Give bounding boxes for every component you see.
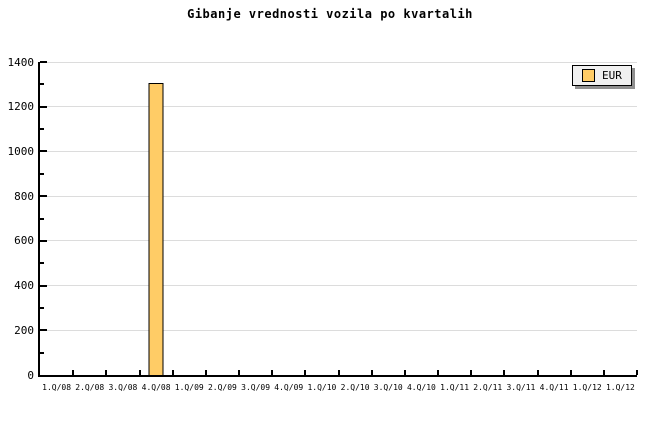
x-tick-17 bbox=[602, 370, 605, 375]
y-tick-700 bbox=[40, 217, 44, 220]
x-axis-label-10: 3.Q/10 bbox=[373, 383, 403, 392]
x-tick-15 bbox=[536, 370, 539, 375]
x-axis-label-4: 1.Q/09 bbox=[174, 383, 204, 392]
y-axis-label-400: 400 bbox=[14, 279, 34, 293]
y-tick-200 bbox=[40, 329, 47, 332]
y-axis-label-1400: 1400 bbox=[7, 55, 35, 69]
x-tick-5 bbox=[204, 370, 207, 375]
bar-eur-4.Q/08 bbox=[148, 83, 164, 375]
y-tick-400 bbox=[40, 284, 47, 287]
chart-title: Gibanje vrednosti vozila po kvartalih bbox=[187, 7, 473, 21]
legend-box: EUR bbox=[572, 65, 632, 86]
legend-label-eur: EUR bbox=[602, 69, 622, 82]
x-tick-12 bbox=[437, 370, 439, 375]
x-tick-10 bbox=[370, 370, 373, 375]
gridline-y-200 bbox=[40, 329, 637, 331]
x-axis-label-17: 1.Q/12 bbox=[605, 383, 635, 392]
x-tick-14 bbox=[503, 370, 506, 375]
x-tick-9 bbox=[337, 370, 340, 375]
gridline-y-1000 bbox=[40, 150, 637, 152]
y-tick-100 bbox=[40, 351, 44, 354]
y-axis-label-1000: 1000 bbox=[7, 144, 35, 158]
x-axis-label-8: 1.Q/10 bbox=[307, 383, 337, 392]
gridline-y-600 bbox=[40, 240, 637, 242]
x-tick-7 bbox=[271, 370, 274, 375]
x-axis-label-16: 1.Q/12 bbox=[572, 383, 602, 392]
x-axis-label-14: 3.Q/11 bbox=[506, 383, 536, 392]
x-tick-3 bbox=[138, 370, 141, 375]
y-axis-label-0: 0 bbox=[27, 368, 34, 382]
x-axis-label-7: 4.Q/09 bbox=[274, 383, 304, 392]
y-tick-1100 bbox=[40, 128, 44, 131]
y-tick-1400 bbox=[40, 61, 47, 63]
y-axis-label-1200: 1200 bbox=[7, 100, 35, 114]
x-tick-16 bbox=[569, 370, 572, 375]
x-tick-1 bbox=[72, 370, 75, 375]
x-axis-label-6: 3.Q/09 bbox=[241, 383, 271, 392]
x-axis-label-5: 2.Q/09 bbox=[207, 383, 237, 392]
gridline-y-400 bbox=[40, 285, 637, 287]
x-axis-label-12: 1.Q/11 bbox=[440, 383, 470, 392]
y-tick-1200 bbox=[40, 105, 47, 108]
x-tick-13 bbox=[470, 370, 473, 375]
gridline-y-1400 bbox=[40, 61, 637, 63]
y-axis-label-600: 600 bbox=[14, 234, 34, 248]
x-tick-2 bbox=[105, 370, 108, 375]
y-axis-label-200: 200 bbox=[14, 323, 34, 337]
y-tick-800 bbox=[40, 195, 47, 198]
x-axis-label-0: 1.Q/08 bbox=[42, 383, 72, 392]
x-tick-4 bbox=[171, 370, 174, 375]
x-tick-6 bbox=[238, 370, 240, 375]
x-tick-11 bbox=[403, 370, 406, 375]
x-axis-label-1: 2.Q/08 bbox=[75, 383, 105, 392]
x-axis-label-11: 4.Q/10 bbox=[406, 383, 436, 392]
x-axis-label-3: 4.Q/08 bbox=[141, 383, 171, 392]
y-axis-label-800: 800 bbox=[14, 189, 34, 203]
legend-swatch-eur bbox=[582, 69, 595, 82]
y-tick-1300 bbox=[40, 83, 44, 86]
x-axis-label-2: 3.Q/08 bbox=[108, 383, 138, 392]
x-axis-label-15: 4.Q/11 bbox=[539, 383, 569, 392]
plot-area bbox=[38, 61, 638, 377]
x-tick-8 bbox=[304, 370, 307, 375]
gridline-y-800 bbox=[40, 195, 637, 197]
x-axis-label-9: 2.Q/10 bbox=[340, 383, 370, 392]
y-tick-500 bbox=[40, 262, 44, 265]
y-tick-600 bbox=[40, 239, 47, 242]
gridline-y-1200 bbox=[40, 106, 637, 108]
y-tick-1000 bbox=[40, 150, 47, 153]
x-tick-18 bbox=[636, 370, 638, 375]
y-tick-300 bbox=[40, 306, 44, 309]
x-axis-label-13: 2.Q/11 bbox=[473, 383, 503, 392]
y-tick-900 bbox=[40, 172, 44, 175]
